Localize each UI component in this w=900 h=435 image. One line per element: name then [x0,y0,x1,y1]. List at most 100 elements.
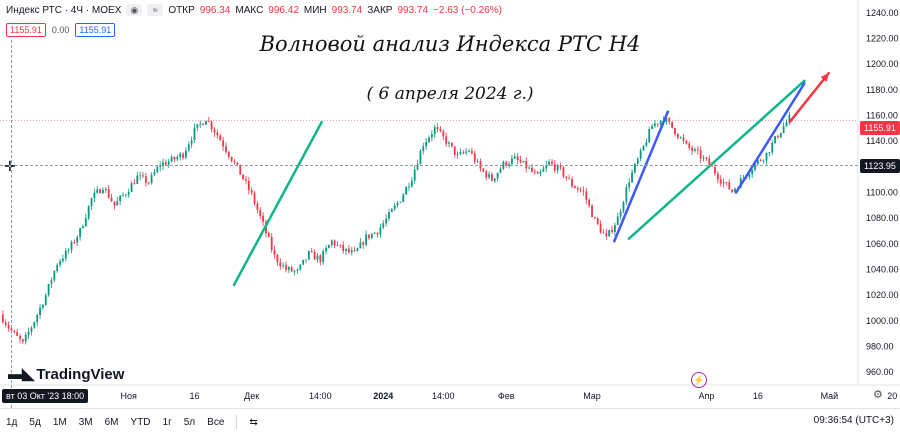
timeframe-1d[interactable]: 1д [6,416,18,428]
candle-body [196,124,199,128]
candle-body [628,182,631,188]
candle-body [379,227,382,235]
candle-body [493,178,496,181]
candle-body [99,189,101,194]
candle-body [270,236,273,250]
trade-buttons: 1155.91 0.00 1155.91 [6,23,116,37]
candle-body [307,251,310,260]
candle-body [390,209,393,213]
candle-body [654,123,656,126]
candle-body [190,139,193,145]
candle-body [13,330,16,332]
candle-body [473,153,476,162]
candle-body [519,160,522,163]
candle-body [422,146,425,151]
tradingview-logo[interactable]: ▬◣ TradingView [8,364,124,384]
candle-body [370,233,373,239]
candle-body [410,180,413,187]
candle-body [757,160,759,164]
candle-body [459,152,462,155]
timeframe-ytd[interactable]: YTD [130,416,151,428]
gear-icon[interactable]: ⚙ [873,389,883,401]
candle-body [576,188,579,190]
candle-body [164,162,167,165]
buy-button[interactable]: 1155.91 [75,23,116,37]
candle-body [731,189,734,192]
candle-body [84,218,87,227]
candle-body [513,156,516,159]
candle-body [588,199,591,206]
candle-body [348,248,350,253]
candle-body [167,161,170,165]
timeframe-3m[interactable]: 3М [78,416,93,428]
candle-body [599,223,602,233]
candle-body [305,259,307,261]
symbol-label[interactable]: Индекс РТС · 4Ч · MOEX [6,4,122,16]
candle-body [622,202,625,212]
price-chart[interactable]: 960.00 980.00 1000.00 1020.00 1040.00 1060.00… [0,0,900,408]
candle-body [159,165,162,168]
candle-body [182,153,184,158]
lightning-icon[interactable]: ⚡ [691,372,707,388]
candle-body [299,264,302,270]
close-value: 993.74 [397,4,429,16]
candle-body [170,156,173,162]
timeframe-1y[interactable]: 1г [162,416,172,428]
timeframe-1m[interactable]: 1М [52,416,67,428]
candle-body [273,249,276,255]
candle-body [342,244,345,251]
candle-body [202,123,204,125]
candle-body [287,267,290,270]
compare-icon[interactable]: ≈ [147,4,164,16]
candle-body [639,150,642,159]
y-tick-label: 1180.00 [866,85,898,95]
candle-body [419,150,422,165]
y-tick-label: 1040.00 [866,265,899,275]
candle-body [127,192,130,195]
candle-body [302,259,305,265]
candle-body [87,205,90,219]
candle-body [373,232,376,234]
candle-body [648,129,651,143]
candle-body [691,147,694,151]
candle-body [33,322,36,328]
candle-body [316,255,319,260]
candle-body [774,136,776,143]
visibility-icon[interactable]: ◉ [126,4,143,16]
y-tick-label: 1220.00 [866,34,899,44]
candle-body [582,190,585,192]
candle-body [267,233,270,237]
candle-body [279,262,282,267]
candle-body [176,157,179,160]
candle-body [433,126,436,135]
candle-body [499,168,502,173]
candle-body [668,118,671,122]
sell-button[interactable]: 1155.91 [6,23,46,37]
candle-body [625,187,628,203]
x-tick-label: 2024 [373,391,393,401]
candle-body [634,163,636,173]
candle-body [456,154,459,156]
low-label: МИН [303,4,327,16]
tradingview-mark-icon: ▬◣ [8,366,34,383]
candle-body [173,156,176,160]
candle-body [579,189,582,191]
date-range-icon[interactable]: ⇆ [249,416,258,428]
timeframe-5d[interactable]: 5д [29,416,41,428]
candle-body [205,121,207,125]
y-tick-label: 980.00 [866,342,894,352]
candle-body [116,201,119,206]
green-wave-line [232,120,323,287]
candle-body [565,176,568,179]
candle-body [225,146,227,152]
candle-body [330,240,333,246]
timeframe-6m[interactable]: 6М [104,416,119,428]
candle-body [388,212,390,219]
candle-body [56,264,59,271]
timeframe-all[interactable]: Все [207,416,225,428]
spread-value: 0.00 [51,25,70,35]
candle-body [651,125,653,130]
high-label: МАКС [235,4,264,16]
clock[interactable]: 09:36:54 (UTC+3) [813,415,894,426]
timeframe-5y[interactable]: 5л [183,416,196,428]
